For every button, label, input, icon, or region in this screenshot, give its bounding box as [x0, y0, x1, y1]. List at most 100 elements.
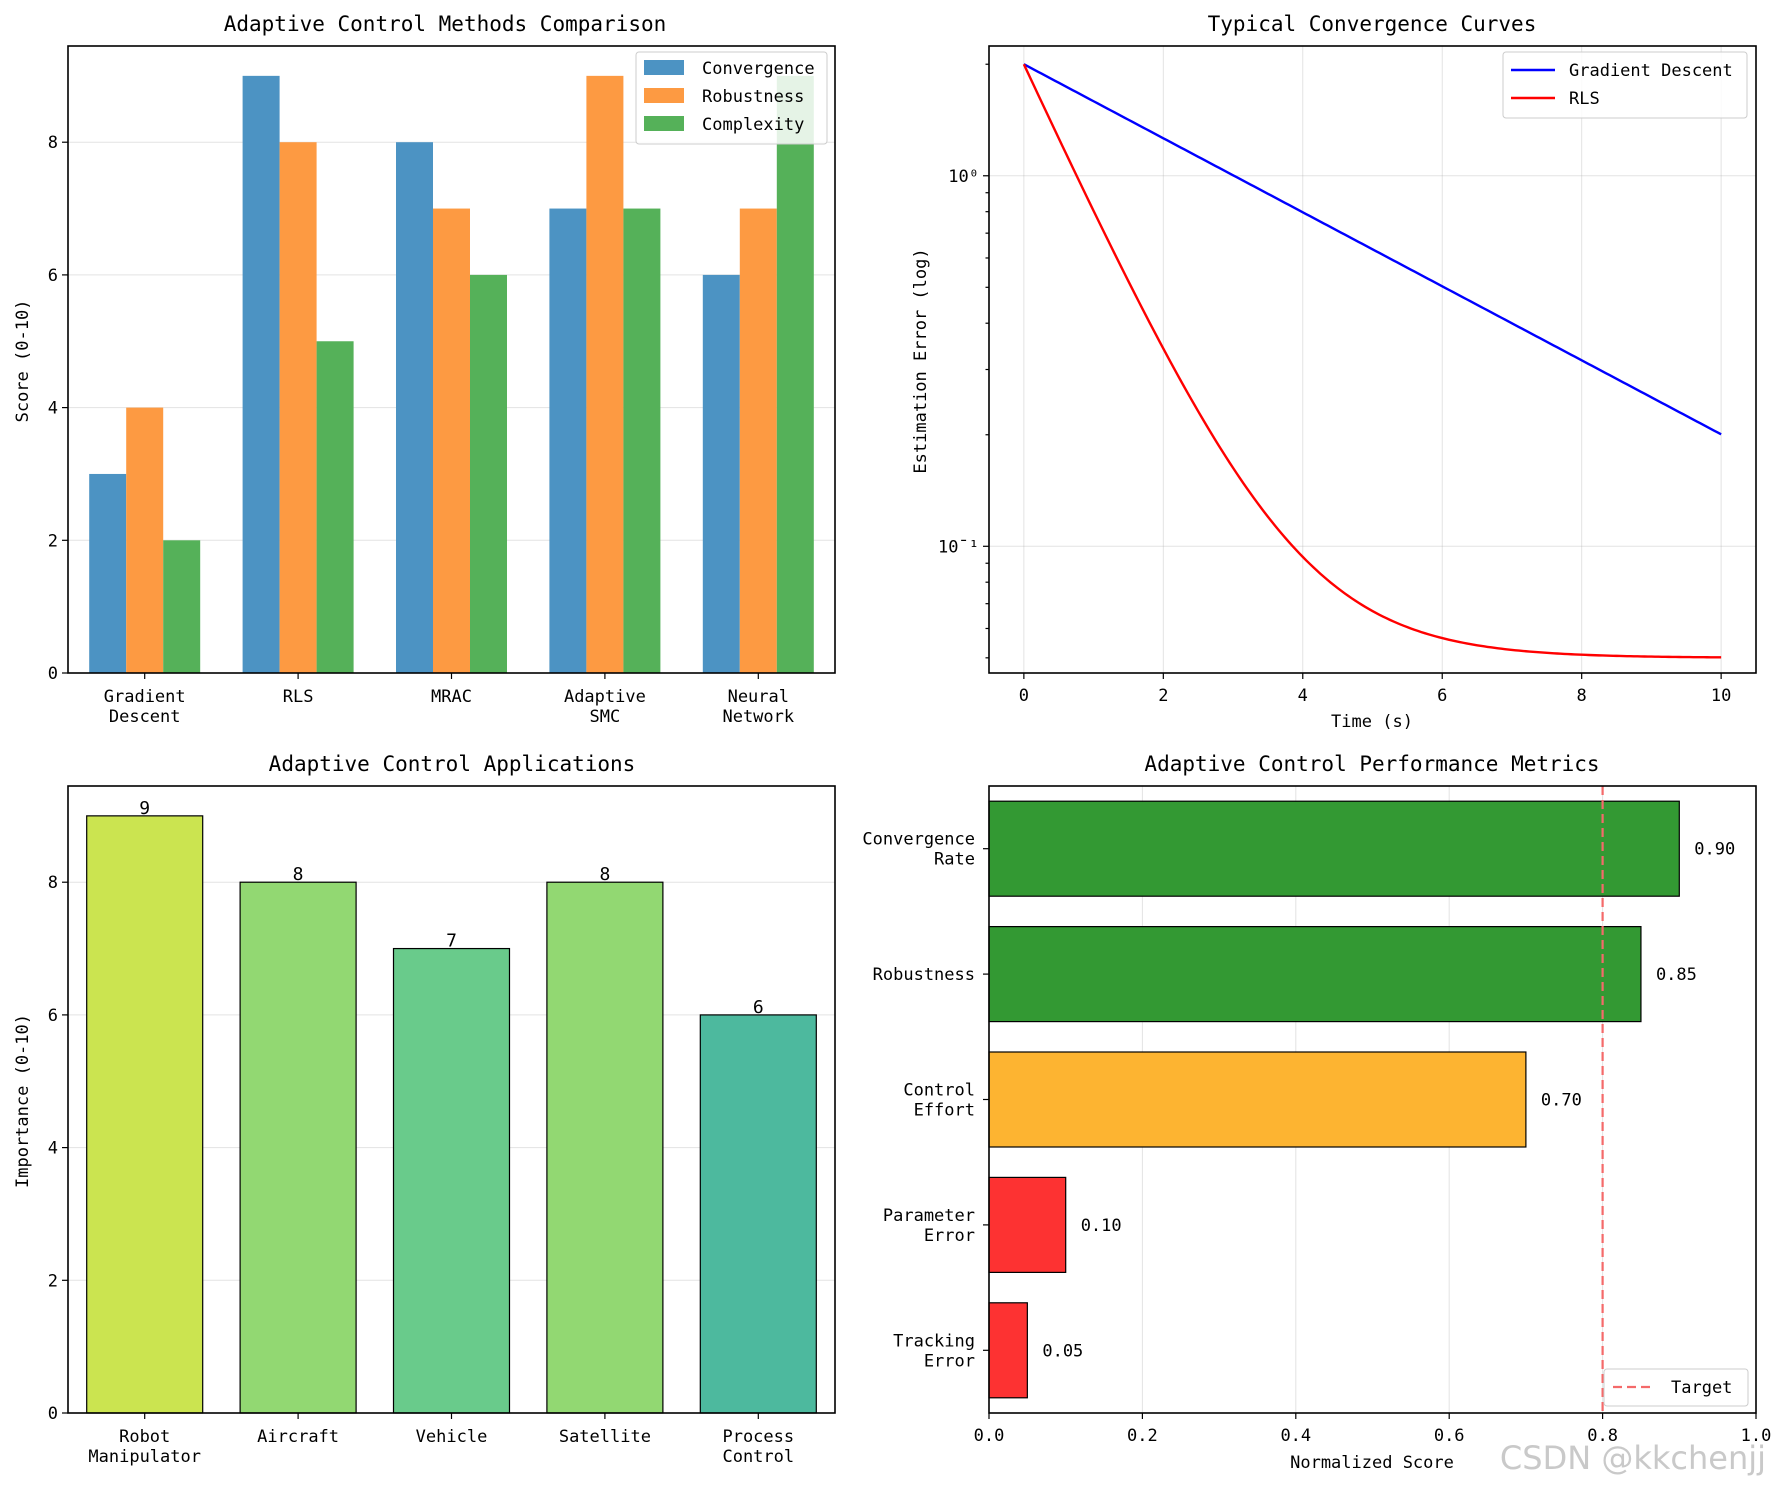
methods-comparison-y-label: Score (0-10) [13, 300, 33, 423]
legend-swatch [644, 88, 684, 103]
x-tick-label: Gradient Descent [104, 687, 186, 727]
bar-robustness [739, 208, 777, 674]
application-bar [546, 881, 664, 1414]
y-tick-label: 8 [48, 873, 58, 893]
convergence-curves-axes [988, 45, 1757, 674]
applications-chart: Adaptive Control Applications Importance… [13, 752, 836, 1467]
methods-comparison-ticks: 0 2 4 6 8 Gradient Descent RLS MRAC Adaptive SMC Ne… [48, 133, 794, 727]
y-tick-label: 0 [48, 1404, 58, 1424]
bar-convergence [549, 208, 587, 674]
bar-complexity [623, 208, 661, 674]
bar-robustness [433, 208, 470, 674]
convergence-curves-lines [1022, 63, 1722, 659]
x-tick-label: 6 [1437, 686, 1447, 706]
bar-convergence [702, 274, 740, 673]
legend-box [1603, 1368, 1749, 1407]
methods-comparison-chart: Adaptive Control Methods Comparison Scor… [13, 12, 836, 727]
bar-value-label: 0.05 [1042, 1341, 1083, 1361]
x-tick-label: Adaptive SMC [564, 687, 646, 727]
bar-complexity [316, 341, 354, 673]
x-tick-label: Satellite [559, 1427, 651, 1447]
y-tick-label: 2 [48, 531, 58, 551]
application-bar [239, 881, 357, 1414]
convergence-curves-x-label: Time (s) [1331, 712, 1413, 732]
performance-metrics-chart: Adaptive Control Performance Metrics Nor… [862, 752, 1771, 1473]
legend-label: Convergence [702, 59, 815, 79]
performance-metrics-title: Adaptive Control Performance Metrics [1144, 752, 1599, 776]
x-tick-label: 0.6 [1434, 1426, 1465, 1446]
y-tick-label: Convergence Rate [862, 830, 975, 870]
y-tick-label: 6 [48, 266, 58, 286]
legend-box [1502, 51, 1748, 119]
applications-ticks: 0 2 4 6 8 Robot Manipulator Aircraft Vehicle Sate… [48, 873, 794, 1467]
x-tick-label: 0.2 [1127, 1426, 1158, 1446]
bar-value-label: 0.70 [1541, 1091, 1582, 1111]
methods-comparison-bars [89, 75, 814, 674]
y-tick-label: Tracking Error [893, 1331, 975, 1371]
x-tick-label: 2 [1158, 686, 1168, 706]
y-tick-label: 6 [48, 1006, 58, 1026]
performance-metrics-bars: 0.90 0.85 0.70 0.10 0.05 [988, 800, 1735, 1399]
y-tick-label: 8 [48, 133, 58, 153]
bar-complexity [470, 274, 507, 673]
legend-swatch [644, 60, 684, 75]
legend-swatch [644, 116, 684, 131]
performance-metrics-x-label: Normalized Score [1290, 1453, 1454, 1473]
bar-convergence [242, 75, 280, 674]
bar-value-label: 0.85 [1656, 965, 1697, 985]
x-tick-label: 4 [1298, 686, 1308, 706]
y-tick-label: 4 [48, 399, 58, 419]
metric-bar [988, 1176, 1067, 1274]
bar-robustness [126, 407, 164, 673]
x-tick-label: 8 [1577, 686, 1587, 706]
convergence-curves-ticks: 0 2 4 6 8 10 10⁰ 10¯¹ [938, 63, 1731, 706]
x-tick-label: 0.4 [1280, 1426, 1311, 1446]
legend-label: RLS [1569, 89, 1600, 109]
legend-label: Robustness [702, 87, 804, 107]
metric-bar [988, 800, 1680, 897]
bar-convergence [89, 473, 127, 673]
x-tick-label: 0.0 [974, 1426, 1005, 1446]
y-tick-label: Parameter Error [883, 1206, 975, 1246]
convergence-curves-title: Typical Convergence Curves [1208, 12, 1537, 36]
performance-metrics-ticks: 0.0 0.2 0.4 0.6 0.8 1.0 Convergence Rate Robustn… [862, 830, 1771, 1446]
applications-bars: 9 8 7 8 6 [86, 798, 817, 1414]
convergence-curves-y-label: Estimation Error (log) [911, 248, 931, 473]
bar-convergence [396, 142, 433, 673]
x-tick-label: Aircraft [257, 1427, 339, 1447]
x-tick-label: 10 [1711, 686, 1731, 706]
x-tick-label: 0 [1019, 686, 1029, 706]
x-tick-label: 1.0 [1741, 1426, 1772, 1446]
x-tick-label: 0.8 [1587, 1426, 1618, 1446]
x-tick-label: Robot Manipulator [88, 1427, 201, 1467]
bar-value-label: 6 [753, 997, 764, 1018]
bar-value-label: 8 [599, 864, 610, 885]
convergence-curves-grid [989, 46, 1756, 673]
x-tick-label: Vehicle [416, 1427, 488, 1447]
y-tick-label: 4 [48, 1139, 58, 1159]
bar-complexity [163, 540, 201, 673]
convergence-curves-chart: Typical Convergence Curves Estimation Er… [911, 12, 1757, 732]
bar-value-label: 7 [446, 931, 457, 952]
y-tick-label: Robustness [873, 965, 975, 985]
bar-value-label: 8 [293, 864, 304, 885]
y-tick-label: 10⁰ [948, 167, 979, 187]
bar-value-label: 0.10 [1081, 1216, 1122, 1236]
line-rls [1022, 63, 1722, 659]
methods-comparison-title: Adaptive Control Methods Comparison [224, 12, 667, 36]
bar-complexity [776, 75, 814, 674]
line-gradient-descent [1023, 63, 1722, 436]
metric-bar [988, 925, 1642, 1023]
y-tick-label: 2 [48, 1271, 58, 1291]
applications-y-label: Importance (0-10) [13, 1014, 33, 1188]
bar-robustness [279, 142, 317, 673]
performance-metrics-legend: Target [1603, 1368, 1749, 1407]
convergence-curves-legend: Gradient Descent RLS [1502, 51, 1748, 119]
bar-value-label: 9 [139, 798, 150, 819]
applications-title: Adaptive Control Applications [269, 752, 636, 776]
x-tick-label: Process Control [722, 1427, 794, 1467]
methods-comparison-legend: Convergence Robustness Complexity [635, 51, 828, 145]
application-bar [86, 815, 204, 1414]
watermark: CSDN @kkchenjj [1499, 1439, 1766, 1477]
bar-robustness [586, 75, 624, 674]
